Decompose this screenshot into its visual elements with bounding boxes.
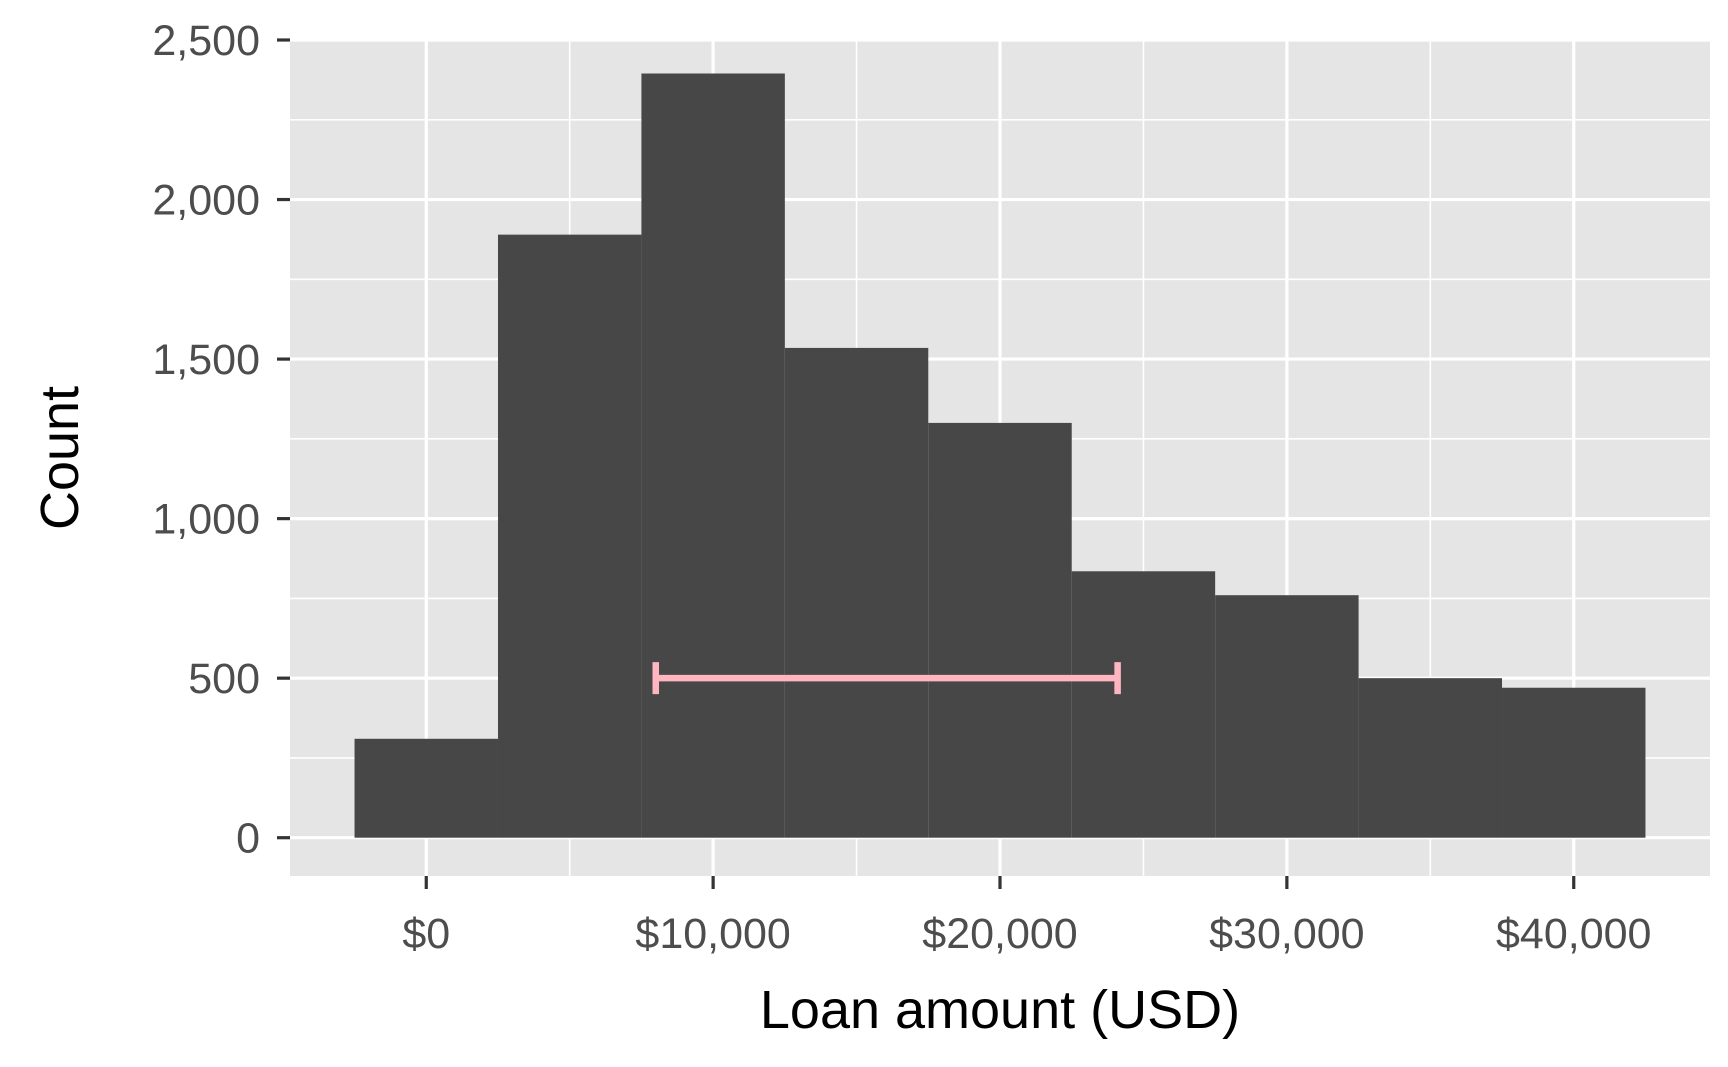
y-axis-title: Count <box>30 386 90 530</box>
y-tick-label: 1,500 <box>152 336 260 384</box>
histogram-bar <box>497 234 642 838</box>
histogram-bar <box>1215 595 1359 838</box>
histogram-bar <box>641 73 785 838</box>
histogram-bar <box>354 738 498 838</box>
histogram-bar <box>1358 678 1503 838</box>
y-axis: 0 500 1,000 1,500 2,000 2,500 <box>152 17 290 863</box>
x-tick-label: $10,000 <box>635 910 790 958</box>
x-axis: $0 $10,000 $20,000 $30,000 $40,000 <box>402 876 1651 958</box>
histogram-bar <box>928 422 1072 838</box>
x-tick-label: $0 <box>402 910 450 958</box>
x-axis-title: Loan amount (USD) <box>760 980 1240 1040</box>
y-tick-label: 2,000 <box>152 177 260 225</box>
histogram-bar <box>784 347 929 838</box>
histogram-bar <box>1502 687 1646 838</box>
y-tick-label: 0 <box>236 815 260 863</box>
y-tick-label: 2,500 <box>152 17 260 65</box>
x-tick-label: $40,000 <box>1496 910 1651 958</box>
interval-marker <box>652 662 1121 695</box>
histogram-bars <box>354 73 1646 838</box>
y-tick-label: 1,000 <box>152 496 260 544</box>
y-tick-label: 500 <box>188 655 260 703</box>
x-tick-label: $30,000 <box>1209 910 1364 958</box>
histogram-bar <box>1071 571 1216 838</box>
x-tick-label: $20,000 <box>922 910 1077 958</box>
